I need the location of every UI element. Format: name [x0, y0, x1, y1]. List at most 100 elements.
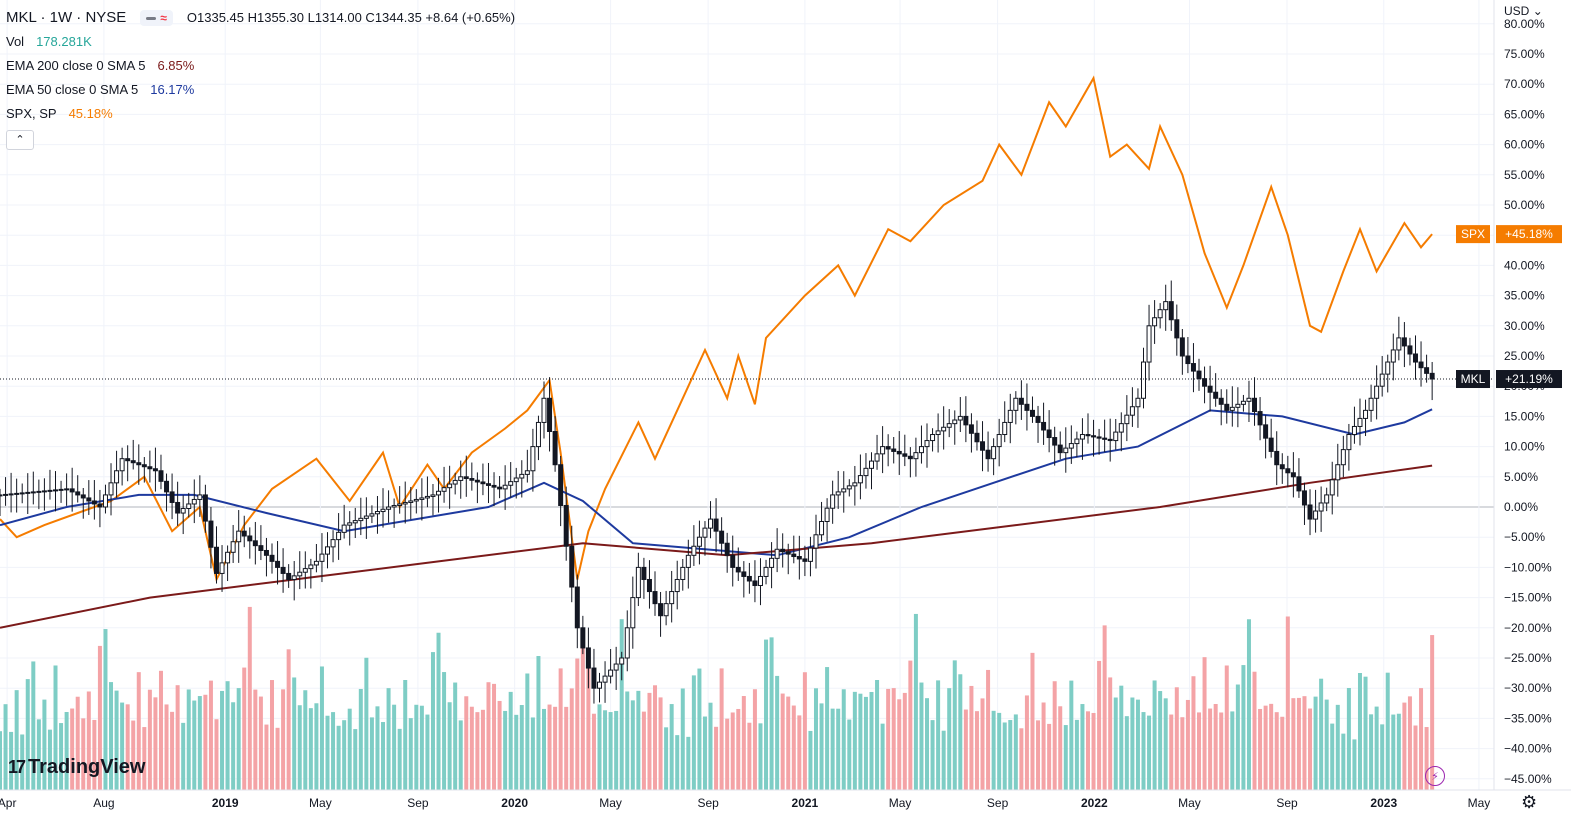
indicator-row-ema200[interactable]: EMA 200 close 0 SMA 5 6.85%	[6, 54, 515, 78]
volume-bar	[453, 682, 458, 790]
volume-bar	[913, 613, 918, 790]
candle-up	[1002, 421, 1008, 436]
candle-down	[1096, 436, 1102, 439]
volume-bar	[408, 718, 413, 790]
y-tick-label: −40.00%	[1504, 742, 1552, 756]
candle-up	[857, 475, 863, 484]
candle-up	[1124, 414, 1130, 425]
volume-bar	[508, 691, 513, 790]
candle-down	[269, 554, 275, 562]
candle-up	[447, 483, 453, 489]
x-tick-label: May	[1178, 796, 1201, 810]
y-tick-label: 80.00%	[1504, 17, 1545, 31]
x-tick-label: 2019	[212, 796, 239, 810]
candle-up	[1390, 349, 1396, 363]
volume-bar	[1224, 665, 1229, 790]
volume-bar	[1124, 716, 1129, 790]
candle-down	[1424, 367, 1430, 374]
candle-down	[1307, 504, 1313, 520]
indicator-row-ema50[interactable]: EMA 50 close 0 SMA 5 16.17%	[6, 78, 515, 102]
y-tick-label: −45.00%	[1504, 772, 1552, 786]
indicator-row-vol[interactable]: Vol 178.281K	[6, 30, 515, 54]
volume-bar	[403, 680, 408, 790]
candle-up	[508, 481, 514, 486]
x-tick-label: May	[599, 796, 622, 810]
candle-down	[252, 540, 258, 547]
candle-up	[519, 473, 525, 479]
candle-up	[225, 551, 231, 564]
candle-up	[30, 491, 36, 494]
candle-up	[1351, 425, 1357, 436]
lightning-icon[interactable]: ⚡	[1425, 766, 1445, 786]
candle-up	[352, 520, 358, 524]
volume-bar	[658, 697, 663, 790]
minus-icon	[146, 16, 157, 20]
series-name-tag	[1456, 370, 1490, 389]
x-tick-label: May	[1468, 796, 1491, 810]
candle-down	[730, 554, 736, 568]
volume-bar	[1424, 727, 1429, 790]
volume-bar	[786, 696, 791, 790]
volume-bar	[1313, 696, 1318, 790]
candle-up	[1013, 397, 1019, 411]
gear-icon[interactable]: ⚙	[1521, 792, 1538, 812]
volume-bar	[1357, 673, 1362, 790]
volume-bar	[436, 632, 441, 790]
candle-down	[480, 481, 486, 485]
volume-bar	[42, 699, 47, 790]
candle-down	[1412, 353, 1418, 363]
candle-up	[191, 498, 197, 505]
candle-up	[602, 675, 608, 683]
volume-bar	[941, 730, 946, 790]
candle-down	[1018, 397, 1024, 405]
candle-down	[1091, 435, 1097, 438]
volume-bar	[875, 680, 880, 790]
volume-bar	[231, 702, 236, 790]
candle-up	[1340, 449, 1346, 466]
volume-bar	[503, 710, 508, 790]
candle-up	[0, 494, 3, 497]
volume-bar	[586, 667, 591, 790]
volume-bar	[1213, 704, 1218, 790]
volume-bar	[553, 706, 558, 790]
volume-bar	[736, 708, 741, 790]
y-tick-label: −20.00%	[1504, 621, 1552, 635]
collapse-legend-button[interactable]: ⌃	[6, 130, 34, 150]
volume-bar	[175, 685, 180, 790]
candle-down	[1029, 409, 1035, 417]
candle-down	[574, 586, 580, 629]
volume-bar	[1419, 688, 1424, 790]
candle-up	[3, 493, 9, 496]
y-tick-label: 30.00%	[1504, 319, 1545, 333]
indicator-value: 6.85%	[157, 58, 195, 73]
candle-up	[769, 557, 775, 568]
volume-bar	[47, 729, 52, 790]
chart-style-pill[interactable]: ≈	[140, 10, 173, 26]
candle-up	[952, 419, 958, 425]
candle-up	[363, 515, 369, 519]
volume-bar	[386, 688, 391, 790]
indicator-row-spx[interactable]: SPX, SP 45.18%	[6, 102, 515, 126]
candle-up	[64, 488, 70, 491]
candle-up	[302, 568, 308, 573]
volume-bar	[1324, 699, 1329, 790]
symbol-title[interactable]: MKL · 1W · NYSE	[6, 9, 127, 26]
tradingview-logo: 17 TradingView	[8, 756, 145, 779]
currency-select[interactable]: USD ⌄	[1504, 4, 1543, 18]
volume-bar	[358, 688, 363, 790]
volume-bar	[1274, 712, 1279, 790]
volume-bar	[203, 694, 208, 790]
candle-up	[336, 531, 342, 541]
candle-down	[1407, 345, 1413, 355]
candle-up	[436, 490, 442, 496]
candle-down	[258, 545, 264, 551]
volume-bar	[1041, 702, 1046, 790]
candle-up	[413, 498, 419, 502]
candle-up	[930, 434, 936, 442]
candle-down	[885, 446, 891, 450]
candle-down	[241, 530, 247, 537]
candle-down	[1401, 337, 1407, 347]
volume-bar	[986, 669, 991, 790]
y-tick-label: 50.00%	[1504, 198, 1545, 212]
